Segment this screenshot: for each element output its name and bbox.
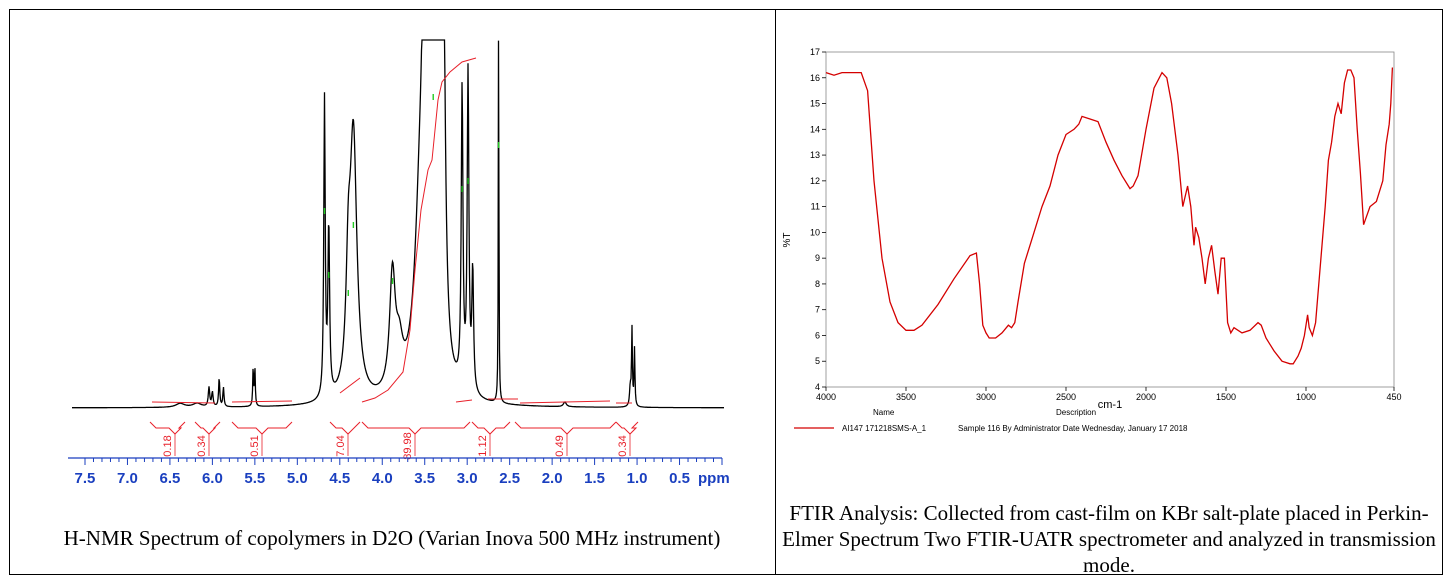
nmr-integral-value: 89.98	[402, 432, 414, 460]
nmr-tick-label: 4.5	[329, 470, 350, 487]
nmr-chart: 0.18 0.34 0.51 7.04 89.98 1.12 0.49 0.34 7.5 7.0…	[68, 39, 730, 487]
ftir-y-tick-label: 4	[815, 382, 820, 392]
nmr-caption: H-NMR Spectrum of copolymers in D2O (Var…	[63, 526, 721, 550]
nmr-integral-bracket	[231, 421, 293, 435]
ftir-plot-frame	[825, 51, 1395, 388]
nmr-tick-label: 6.5	[159, 470, 180, 487]
ftir-y-tick-label: 15	[810, 99, 820, 109]
ftir-y-tick-label: 5	[815, 356, 820, 366]
ftir-x-tick-label: 3500	[896, 392, 916, 402]
ftir-caption: FTIR Analysis: Collected from cast-film …	[782, 501, 1436, 577]
nmr-integral-value: 7.04	[335, 435, 347, 456]
ftir-x-tick-label: 1500	[1216, 392, 1236, 402]
nmr-tick-label: 3.5	[414, 470, 435, 487]
nmr-tick-label: 5.5	[244, 470, 265, 487]
nmr-integral-value: 0.49	[554, 435, 566, 456]
ftir-y-axis-label: %T	[782, 233, 793, 248]
nmr-panel: 0.18 0.34 0.51 7.04 89.98 1.12 0.49 0.34 7.5 7.0…	[10, 10, 774, 574]
ftir-legend-entry-description: Sample 116 By Administrator Date Wednesd…	[958, 424, 1188, 433]
ftir-x-tick-label: 3000	[976, 392, 996, 402]
ftir-y-tick-label: 11	[811, 202, 820, 212]
ftir-y-tick-label: 14	[810, 124, 820, 134]
nmr-x-unit-label: ppm	[698, 470, 730, 487]
nmr-integral-bracket	[361, 421, 471, 435]
ftir-legend-entry-name: AI147 171218SMS-A_1	[842, 424, 927, 433]
nmr-integral-bracket	[329, 421, 361, 435]
nmr-integral-bracket	[194, 421, 221, 435]
nmr-spectrum-line	[72, 39, 724, 409]
figure-frame	[9, 9, 1443, 575]
nmr-tick-label: 0.5	[669, 470, 690, 487]
ftir-y-tick-label: 6	[815, 330, 820, 340]
panel-divider	[775, 9, 776, 575]
nmr-integral-curve	[151, 401, 216, 404]
ftir-x-tick-label: 2000	[1136, 392, 1156, 402]
nmr-integral-bracket	[149, 421, 186, 435]
nmr-integral-curve	[519, 400, 611, 404]
nmr-integral-value: 0.34	[617, 435, 629, 456]
nmr-integral-bracket	[615, 421, 639, 435]
ftir-chart: 4 5 6 7 8 9 10 11 12 13 14 15 16 17 4000 3500 3000 2500 2…	[782, 47, 1402, 433]
nmr-tick-label: 4.0	[372, 470, 393, 487]
ftir-y-tick-label: 13	[810, 150, 820, 160]
nmr-tick-label: 2.5	[499, 470, 520, 487]
nmr-tick-label: 7.0	[117, 470, 138, 487]
nmr-integral-bracket	[471, 421, 511, 435]
nmr-integral-value: 0.18	[162, 435, 174, 456]
ftir-spectrum-line	[825, 67, 1394, 365]
ftir-panel: 4 5 6 7 8 9 10 11 12 13 14 15 16 17 4000 3500 3000 2500 2…	[776, 10, 1442, 577]
nmr-integral-value: 0.34	[196, 435, 208, 456]
nmr-tick-label: 1.5	[584, 470, 605, 487]
nmr-tick-label: 3.0	[457, 470, 478, 487]
ftir-x-axis-label: cm-1	[1098, 399, 1122, 411]
nmr-tick-label: 2.0	[542, 470, 563, 487]
nmr-integral-curve	[231, 400, 293, 403]
nmr-integral-value: 0.51	[249, 435, 261, 456]
ftir-y-tick-label: 12	[810, 176, 820, 186]
ftir-y-tick-label: 8	[815, 279, 820, 289]
ftir-legend-description-header: Description	[1056, 408, 1096, 417]
ftir-x-tick-label: 4000	[816, 392, 836, 402]
nmr-tick-label: 5.0	[287, 470, 308, 487]
nmr-tick-label: 1.0	[627, 470, 648, 487]
nmr-tick-label: 6.0	[202, 470, 223, 487]
ftir-y-tick-label: 17	[810, 47, 820, 57]
nmr-integral-bracket	[514, 421, 617, 435]
nmr-integral-curve	[339, 377, 361, 394]
nmr-integral-curve	[455, 399, 473, 403]
ftir-x-tick-label: 450	[1386, 392, 1401, 402]
ftir-y-tick-label: 16	[810, 73, 820, 83]
ftir-x-tick-label: 2500	[1056, 392, 1076, 402]
nmr-tick-label: 7.5	[75, 470, 96, 487]
ftir-y-tick-label: 7	[815, 305, 820, 315]
nmr-integral-curve	[361, 57, 477, 403]
nmr-integral-value: 1.12	[477, 435, 489, 456]
ftir-y-tick-label: 10	[810, 227, 820, 237]
ftir-x-tick-label: 1000	[1296, 392, 1316, 402]
ftir-legend-name-header: Name	[873, 408, 895, 417]
ftir-y-tick-label: 9	[815, 253, 820, 263]
